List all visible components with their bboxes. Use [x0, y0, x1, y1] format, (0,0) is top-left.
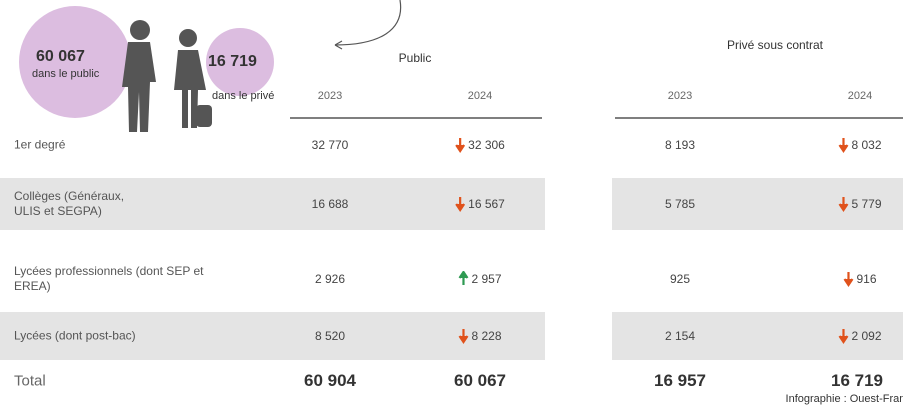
row-label: Collèges (Généraux, ULIS et SEGPA) — [14, 189, 144, 219]
group-header: Privé sous contrat — [727, 38, 823, 52]
private-count: 16 719 — [208, 53, 257, 71]
private-caption: dans le privé — [212, 90, 274, 102]
infographic: 60 067 dans le public 16 719 dans le pri… — [0, 0, 903, 414]
value: 5 779 — [851, 197, 881, 211]
value: 8 520 — [315, 329, 345, 343]
total-value: 16 719 — [831, 371, 883, 391]
down-arrow — [455, 137, 465, 153]
value: 32 770 — [312, 138, 349, 152]
value-cell: 8 520 — [315, 329, 345, 343]
year-header: 2024 — [848, 90, 872, 102]
value: 5 785 — [665, 197, 695, 211]
total-value: 16 957 — [654, 371, 706, 391]
public-caption: dans le public — [32, 68, 99, 80]
value: 2 957 — [471, 272, 501, 286]
year-header: 2023 — [318, 90, 342, 102]
up-arrow — [458, 271, 468, 287]
value-cell: 16 688 — [312, 197, 349, 211]
value-cell: 5 785 — [665, 197, 695, 211]
group-header: Public — [399, 51, 432, 65]
value: 8 032 — [851, 138, 881, 152]
down-arrow — [455, 196, 465, 212]
value-cell: 2 154 — [665, 329, 695, 343]
value-cell: 925 — [670, 272, 690, 286]
value: 32 306 — [468, 138, 505, 152]
value: 8 193 — [665, 138, 695, 152]
value-cell: 916 — [843, 271, 876, 287]
value: 8 228 — [471, 329, 501, 343]
value: 16 567 — [468, 197, 505, 211]
value: 16 688 — [312, 197, 349, 211]
value-cell: 2 092 — [838, 328, 881, 344]
value: 2 092 — [851, 329, 881, 343]
public-count: 60 067 — [36, 48, 85, 66]
value-cell: 8 193 — [665, 138, 695, 152]
down-arrow — [838, 196, 848, 212]
total-value: 60 904 — [304, 371, 356, 391]
total-label: Total — [14, 374, 214, 389]
value-cell: 32 770 — [312, 138, 349, 152]
silhouettes — [122, 20, 212, 132]
down-arrow — [458, 328, 468, 344]
down-arrow — [838, 328, 848, 344]
value-cell: 16 567 — [455, 196, 505, 212]
value: 916 — [856, 272, 876, 286]
down-arrow — [843, 271, 853, 287]
year-header: 2024 — [468, 90, 492, 102]
row-label: 1er degré — [14, 138, 214, 153]
pointer-arrow — [335, 0, 401, 45]
total-value: 60 067 — [454, 371, 506, 391]
year-header: 2023 — [668, 90, 692, 102]
value: 2 926 — [315, 272, 345, 286]
value-cell: 2 926 — [315, 272, 345, 286]
value-cell: 8 228 — [458, 328, 501, 344]
value-cell: 2 957 — [458, 271, 501, 287]
value: 2 154 — [665, 329, 695, 343]
value: 925 — [670, 272, 690, 286]
row-label: Lycées (dont post-bac) — [14, 329, 214, 344]
value-cell: 32 306 — [455, 137, 505, 153]
value-cell: 5 779 — [838, 196, 881, 212]
value-cell: 8 032 — [838, 137, 881, 153]
credit: Infographie : Ouest-France — [786, 393, 903, 405]
down-arrow — [838, 137, 848, 153]
row-label: Lycées professionnels (dont SEP et EREA) — [14, 264, 214, 294]
